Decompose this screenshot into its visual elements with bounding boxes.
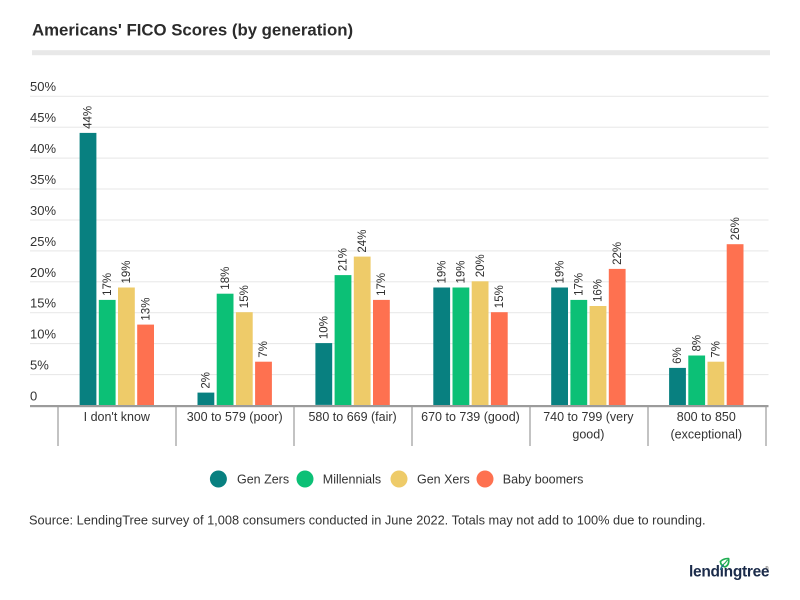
svg-text:670 to 739 (good): 670 to 739 (good) <box>421 410 520 424</box>
svg-text:7%: 7% <box>711 341 723 358</box>
svg-text:2%: 2% <box>201 372 213 389</box>
svg-text:17%: 17% <box>376 273 388 296</box>
svg-text:18%: 18% <box>220 267 232 290</box>
svg-text:6%: 6% <box>672 347 684 364</box>
svg-text:lendıngtree: lendıngtree <box>689 564 770 581</box>
svg-text:Baby boomers: Baby boomers <box>503 473 584 487</box>
svg-text:45%: 45% <box>30 110 56 125</box>
svg-text:19%: 19% <box>456 260 468 283</box>
svg-text:40%: 40% <box>30 141 56 156</box>
svg-text:®: ® <box>765 565 769 572</box>
svg-text:26%: 26% <box>730 217 742 240</box>
svg-text:15%: 15% <box>30 296 56 311</box>
svg-text:35%: 35% <box>30 172 56 187</box>
svg-text:44%: 44% <box>83 106 95 129</box>
svg-text:19%: 19% <box>554 260 566 283</box>
svg-text:15%: 15% <box>494 285 506 308</box>
svg-text:50%: 50% <box>30 79 56 94</box>
svg-text:good): good) <box>572 428 604 442</box>
svg-text:19%: 19% <box>121 260 133 283</box>
svg-text:20%: 20% <box>475 254 487 277</box>
svg-text:740 to 799 (very: 740 to 799 (very <box>543 410 634 424</box>
svg-text:25%: 25% <box>30 234 56 249</box>
svg-text:580 to 669 (fair): 580 to 669 (fair) <box>308 410 396 424</box>
svg-text:15%: 15% <box>239 285 251 308</box>
svg-text:300 to 579 (poor): 300 to 579 (poor) <box>187 410 283 424</box>
svg-text:Gen Zers: Gen Zers <box>237 473 289 487</box>
svg-text:0: 0 <box>30 389 37 404</box>
svg-text:8%: 8% <box>691 335 703 352</box>
svg-text:17%: 17% <box>102 273 114 296</box>
svg-text:30%: 30% <box>30 203 56 218</box>
svg-text:I don't know: I don't know <box>84 410 151 424</box>
svg-text:10%: 10% <box>30 327 56 342</box>
svg-text:10%: 10% <box>319 316 331 339</box>
svg-text:21%: 21% <box>338 248 350 271</box>
svg-text:22%: 22% <box>612 242 624 265</box>
svg-text:7%: 7% <box>258 341 270 358</box>
svg-text:5%: 5% <box>30 358 49 373</box>
svg-text:800 to 850: 800 to 850 <box>677 410 736 424</box>
svg-text:Americans' FICO Scores (by gen: Americans' FICO Scores (by generation) <box>32 21 353 40</box>
svg-text:13%: 13% <box>140 298 152 321</box>
svg-text:Millennials: Millennials <box>323 473 381 487</box>
svg-text:17%: 17% <box>574 273 586 296</box>
svg-text:20%: 20% <box>30 265 56 280</box>
svg-text:Gen Xers: Gen Xers <box>417 473 470 487</box>
svg-text:24%: 24% <box>357 230 369 253</box>
svg-text:Source: LendingTree survey of: Source: LendingTree survey of 1,008 cons… <box>29 513 706 528</box>
svg-text:16%: 16% <box>593 279 605 302</box>
svg-text:(exceptional): (exceptional) <box>671 428 743 442</box>
svg-text:19%: 19% <box>436 260 448 283</box>
